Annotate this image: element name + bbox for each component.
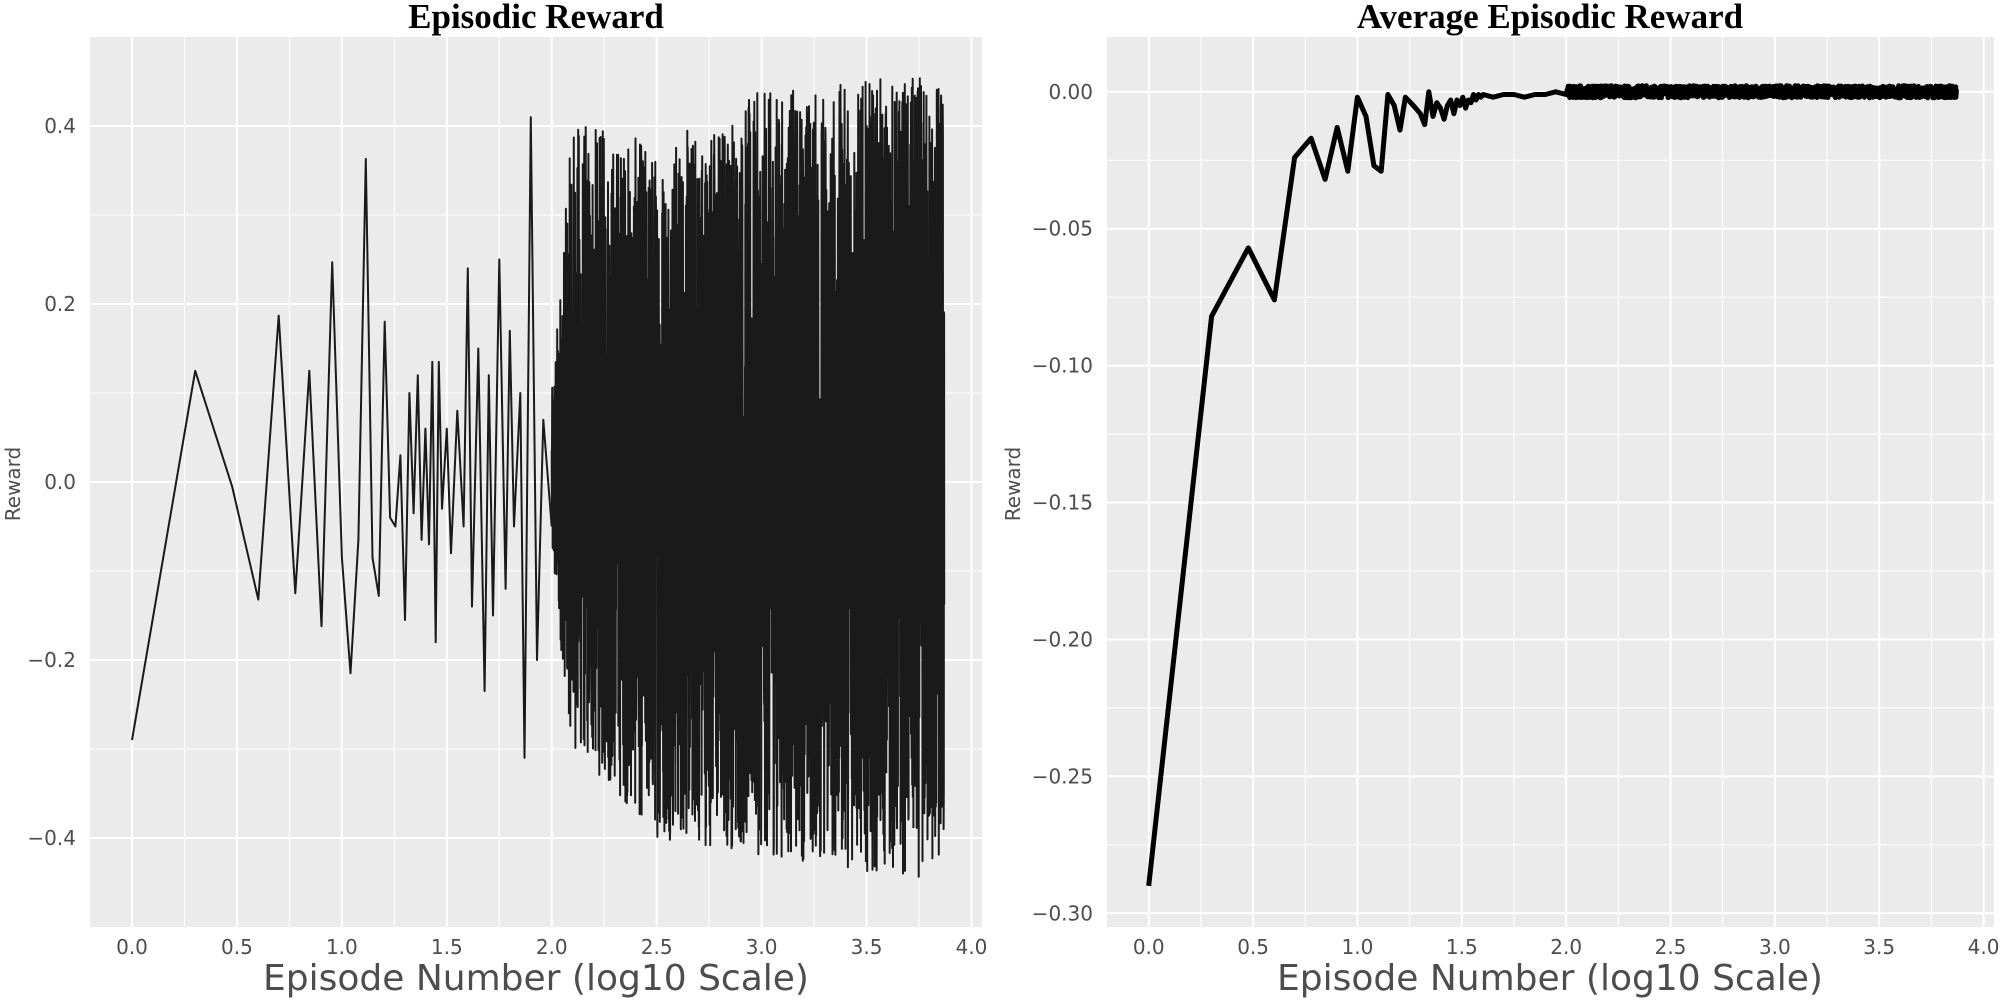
x-tick-label: 2.0: [1550, 935, 1582, 959]
x-tick-label: 0.0: [116, 935, 148, 959]
x-tick-label: 1.5: [1446, 935, 1478, 959]
x-tick-label: 2.5: [641, 935, 673, 959]
y-tick-label: −0.30: [1032, 901, 1093, 925]
x-tick-label: 3.0: [746, 935, 778, 959]
x-tick-label: 1.0: [1342, 935, 1374, 959]
y-tick-label: 0.2: [44, 292, 76, 316]
x-tick-labels: 0.0 0.5 1.0 1.5 2.0 2.5 3.0 3.5 4.0: [1133, 935, 2000, 959]
series-line: [131, 116, 553, 759]
y-tick-label: −0.05: [1032, 217, 1093, 241]
x-tick-label: 4.0: [956, 935, 988, 959]
series-lines: [131, 77, 946, 878]
x-tick-label: 2.0: [536, 935, 568, 959]
x-tick-label: 0.5: [221, 935, 253, 959]
y-tick-label: −0.20: [1032, 627, 1093, 651]
y-tick-labels: 0.00 −0.05 −0.10 −0.15 −0.20 −0.25 −0.30: [1032, 80, 1093, 926]
chart-title: Average Episodic Reward: [1357, 0, 1744, 36]
y-tick-labels: −0.4 −0.2 0.0 0.2 0.4: [27, 114, 76, 850]
y-tick-label: −0.4: [27, 826, 76, 850]
y-tick-label: −0.15: [1032, 491, 1093, 515]
gridlines: [1107, 37, 1994, 927]
y-tick-label: −0.25: [1032, 764, 1093, 788]
y-tick-label: −0.10: [1032, 354, 1093, 378]
episodic-reward-chart: 0.0 0.5 1.0 1.5 2.0 2.5 3.0 3.5 4.0 −0.4−0.20.00…: [1, 0, 987, 999]
x-tick-label: 4.0: [1968, 935, 2000, 959]
y-tick-label: −0.2: [27, 648, 76, 672]
y-axis-label: Reward: [1, 447, 25, 521]
x-tick-label: 2.5: [1655, 935, 1687, 959]
x-tick-label: 0.5: [1237, 935, 1269, 959]
y-tick-label: 0.00: [1048, 80, 1093, 104]
x-axis-label: Episode Number (log10 Scale): [263, 958, 809, 999]
x-tick-labels: 0.0 0.5 1.0 1.5 2.0 2.5 3.0 3.5 4.0: [116, 935, 987, 959]
plot-area-background: [1107, 37, 1994, 927]
series-line-dense: [1563, 83, 1959, 101]
x-tick-label: 3.5: [851, 935, 883, 959]
x-axis-label: Episode Number (log10 Scale): [1277, 958, 1823, 999]
x-tick-label: 0.0: [1133, 935, 1165, 959]
series-line-dense: [550, 77, 946, 878]
y-axis-label: Reward: [1001, 447, 1025, 521]
x-tick-label: 3.5: [1863, 935, 1895, 959]
x-tick-label: 1.5: [431, 935, 463, 959]
y-tick-label: 0.0: [44, 470, 76, 494]
x-tick-label: 3.0: [1759, 935, 1791, 959]
x-tick-label: 1.0: [326, 935, 358, 959]
average-episodic-reward-chart: 0.0 0.5 1.0 1.5 2.0 2.5 3.0 3.5 4.0 0.00 −0.05 −0.…: [1001, 0, 1999, 999]
series-lines: [1146, 83, 1959, 887]
y-tick-label: 0.4: [44, 114, 76, 138]
chart-title: Episodic Reward: [408, 0, 664, 36]
